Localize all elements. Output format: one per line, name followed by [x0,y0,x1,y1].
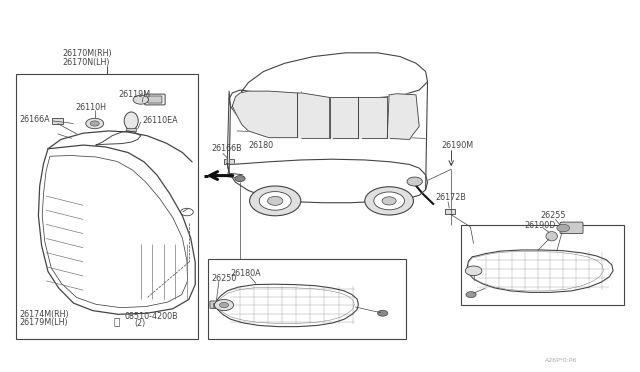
Text: 26255: 26255 [541,211,566,220]
Bar [208,259,406,339]
Circle shape [465,266,482,276]
Text: 26119M: 26119M [118,90,150,99]
Text: A26P*0:P6: A26P*0:P6 [545,358,578,363]
Bar [461,225,624,305]
Text: 26170M(RH): 26170M(RH) [63,49,113,58]
Text: 26190D: 26190D [525,221,556,230]
Bar [213,303,220,307]
Text: 26110H: 26110H [76,103,106,112]
Bar [224,159,234,164]
Text: 26250: 26250 [211,274,237,283]
Circle shape [250,186,301,216]
Text: 26166A: 26166A [19,115,50,124]
Text: 26172B: 26172B [435,193,466,202]
Text: 26110EA: 26110EA [142,116,178,125]
Text: (2): (2) [134,319,146,328]
Polygon shape [298,93,330,138]
Circle shape [557,224,570,232]
Circle shape [86,118,104,129]
Circle shape [374,192,404,210]
FancyBboxPatch shape [148,96,162,103]
Ellipse shape [546,231,557,241]
Bar [16,74,198,339]
Text: 26170N(LH): 26170N(LH) [63,58,110,67]
Polygon shape [227,91,230,173]
Circle shape [259,192,291,210]
Circle shape [220,302,228,308]
FancyBboxPatch shape [560,222,583,234]
Text: 26174M(RH): 26174M(RH) [19,310,69,319]
Circle shape [235,176,245,182]
Text: 26180A: 26180A [230,269,261,278]
Circle shape [382,197,396,205]
Bar [126,128,136,131]
FancyBboxPatch shape [210,301,223,308]
Text: Ⓢ: Ⓢ [113,316,120,326]
Text: 08510-4200B: 08510-4200B [125,312,179,321]
Circle shape [407,177,422,186]
Text: 26179M(LH): 26179M(LH) [19,318,68,327]
Text: 26190M: 26190M [442,141,474,150]
Polygon shape [232,91,298,138]
FancyBboxPatch shape [145,94,165,105]
Circle shape [268,196,283,205]
Ellipse shape [124,112,138,130]
Polygon shape [227,159,428,203]
Circle shape [378,310,388,316]
Circle shape [133,95,148,104]
Text: 26180: 26180 [248,141,273,150]
Polygon shape [387,94,419,140]
Bar [445,209,455,214]
Circle shape [214,299,234,311]
Bar [52,118,63,124]
Circle shape [365,187,413,215]
Polygon shape [330,97,358,138]
Text: 26166B: 26166B [211,144,242,153]
Circle shape [466,292,476,298]
Polygon shape [229,53,428,115]
Polygon shape [358,97,387,138]
Circle shape [90,121,99,126]
